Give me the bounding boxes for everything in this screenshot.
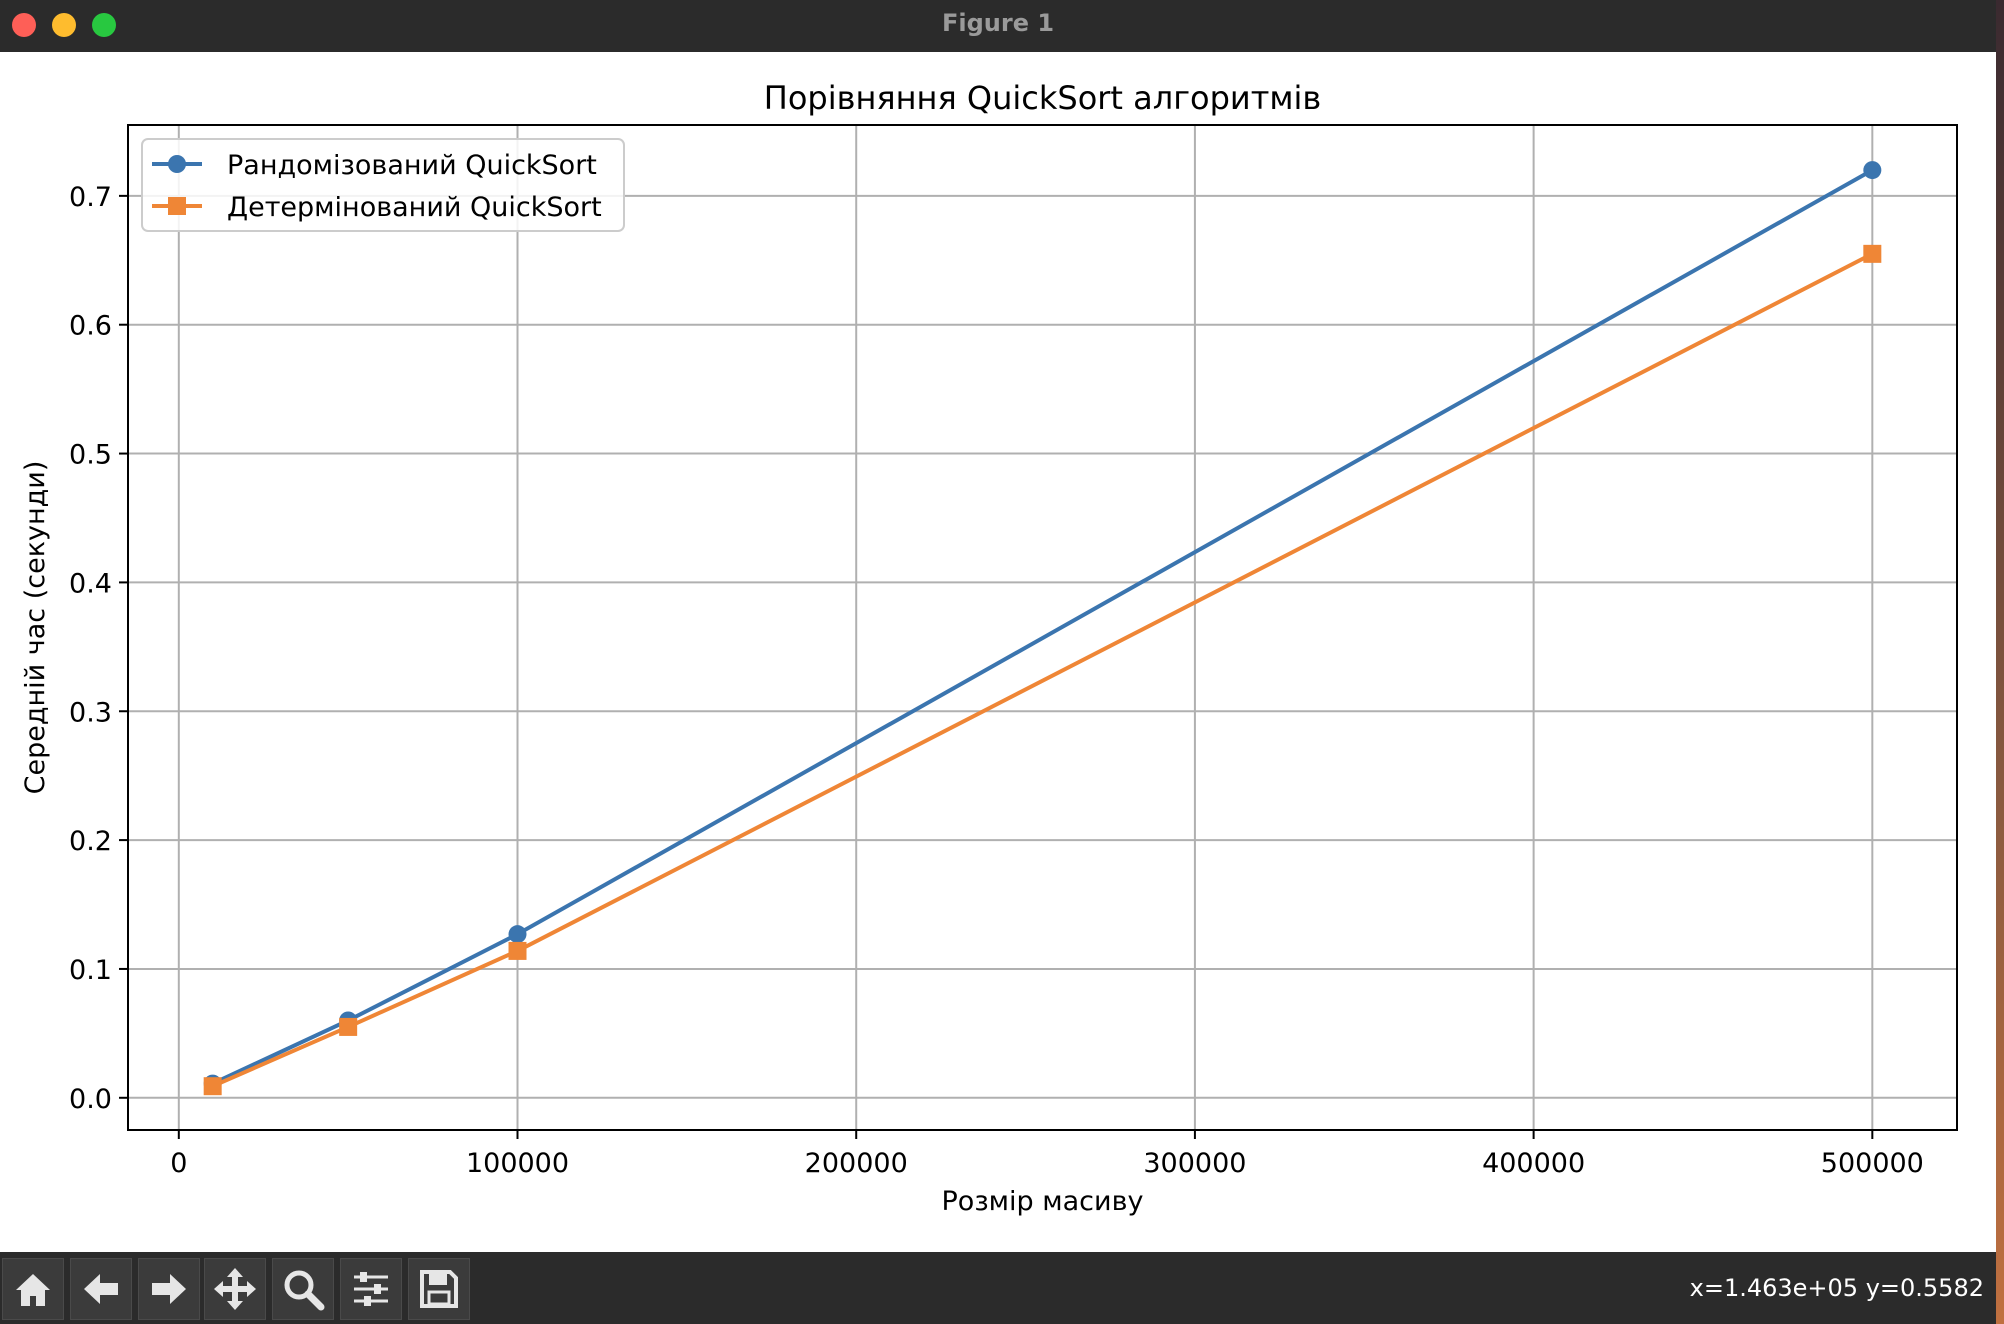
data-point (1863, 161, 1882, 180)
x-tick-label: 100000 (466, 1148, 569, 1179)
x-axis-label: Розмір масиву (942, 1186, 1144, 1217)
forward-button[interactable] (138, 1258, 200, 1320)
y-tick-label: 0.3 (69, 697, 112, 728)
save-icon (420, 1270, 458, 1308)
x-tick-label: 500000 (1821, 1148, 1924, 1179)
figure-canvas[interactable]: 0 100000 200000 300000 400000 500000 0.0 0.1 0.2… (0, 52, 1996, 1252)
zoom-icon (284, 1270, 325, 1311)
y-tick-label: 0.4 (69, 568, 112, 599)
forward-arrow-icon (152, 1274, 186, 1304)
configure-subplots-button[interactable] (340, 1258, 402, 1320)
data-point (508, 941, 527, 960)
zoom-button[interactable] (272, 1258, 334, 1320)
series-line (211, 168, 1874, 1086)
data-point (203, 1077, 222, 1096)
cursor-coordinates: x=1.463e+05 y=0.5582 (1689, 1274, 1984, 1302)
window-title: Figure 1 (941, 9, 1055, 37)
line-chart: 0 100000 200000 300000 400000 500000 0.0 0.1 0.2… (20, 79, 1958, 1217)
y-tick-label: 0.6 (69, 311, 112, 342)
maximize-window-button[interactable] (92, 13, 116, 37)
data-point (508, 925, 527, 944)
y-tick-label: 0.7 (69, 182, 112, 213)
x-tick-label: 400000 (1482, 1148, 1585, 1179)
x-tick-label: 200000 (805, 1148, 908, 1179)
navigation-toolbar: x=1.463e+05 y=0.5582 (0, 1252, 1996, 1324)
x-tick-label: 0 (170, 1148, 187, 1179)
y-tick-label: 0.1 (69, 955, 112, 986)
close-window-button[interactable] (12, 13, 36, 37)
home-button[interactable] (2, 1258, 64, 1320)
pan-button[interactable] (204, 1258, 266, 1320)
y-tick-label: 0.5 (69, 440, 112, 471)
data-point (339, 1017, 358, 1036)
legend-label: Рандомізований QuickSort (227, 150, 597, 181)
series-line (211, 252, 1874, 1089)
x-tick-label: 300000 (1143, 1148, 1246, 1179)
back-arrow-icon (84, 1274, 118, 1304)
legend-box (141, 138, 625, 232)
chart-title: Порівняння QuickSort алгоритмів (764, 79, 1321, 117)
pan-icon (214, 1268, 256, 1310)
legend-label: Детермінований QuickSort (227, 192, 602, 223)
y-tick-label: 0.0 (69, 1084, 112, 1115)
data-point (1863, 244, 1882, 263)
legend-marker (168, 155, 186, 173)
axes-frame (127, 124, 1958, 1131)
home-icon (16, 1274, 50, 1306)
y-axis-label: Середній час (секунди) (20, 461, 51, 795)
legend-marker (168, 197, 186, 215)
y-tick-label: 0.2 (69, 826, 112, 857)
configure-subplots-icon (354, 1272, 388, 1306)
desktop-background (1996, 0, 2004, 1324)
minimize-window-button[interactable] (52, 13, 76, 37)
save-button[interactable] (408, 1258, 470, 1320)
back-button[interactable] (70, 1258, 132, 1320)
title-bar: Figure 1 (0, 0, 1996, 53)
